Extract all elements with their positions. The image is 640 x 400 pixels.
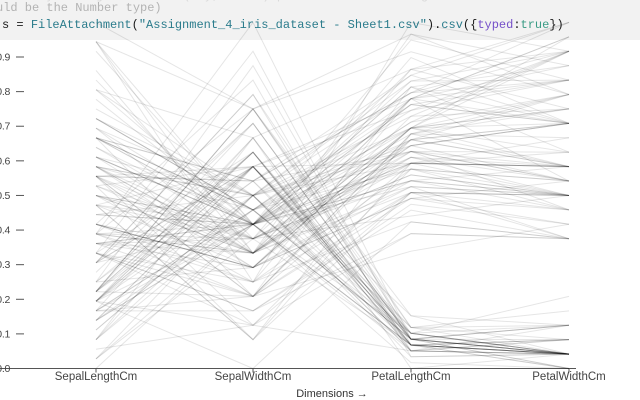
svg-text:0.8: 0.8 (0, 86, 10, 98)
svg-text:0.6: 0.6 (0, 155, 10, 167)
svg-text:0.7: 0.7 (0, 121, 10, 133)
svg-text:0.4: 0.4 (0, 225, 10, 237)
svg-text:0.2: 0.2 (0, 294, 10, 306)
svg-text:PetalLengthCm: PetalLengthCm (371, 371, 450, 383)
svg-text:0.5: 0.5 (0, 190, 10, 202)
svg-text:SepalWidthCm: SepalWidthCm (215, 371, 292, 383)
svg-text:PetalWidthCm: PetalWidthCm (532, 371, 606, 383)
svg-text:Dimensions →: Dimensions → (296, 388, 368, 400)
svg-text:0.9: 0.9 (0, 52, 10, 64)
svg-text:0.1: 0.1 (0, 328, 10, 340)
svg-text:0.3: 0.3 (0, 259, 10, 271)
svg-text:0.0: 0.0 (0, 363, 10, 375)
svg-text:SepalLengthCm: SepalLengthCm (55, 371, 137, 383)
